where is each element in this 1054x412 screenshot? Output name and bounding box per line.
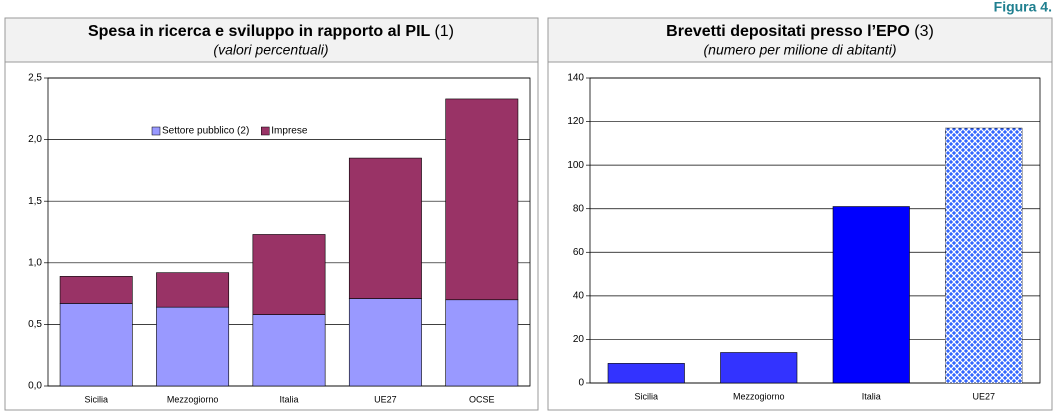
bar-pattern bbox=[945, 128, 1022, 383]
y-tick-label: 0,5 bbox=[28, 319, 42, 330]
y-tick-label: 40 bbox=[573, 290, 585, 301]
bar-segment bbox=[59, 303, 133, 387]
y-tick-label: 100 bbox=[567, 160, 584, 171]
x-tick-label: OCSE bbox=[469, 394, 495, 404]
x-tick-label: UE27 bbox=[374, 394, 397, 404]
x-tick-label: Mezzogiorno bbox=[167, 394, 219, 404]
bar-segment bbox=[348, 157, 422, 299]
title: Spesa in ricerca e sviluppo in rapporto … bbox=[88, 23, 431, 40]
bar-segment bbox=[156, 272, 230, 308]
y-tick-label: 20 bbox=[573, 334, 585, 345]
legend-label: Settore pubblico (2) bbox=[162, 126, 249, 137]
x-tick-label: UE27 bbox=[972, 391, 995, 401]
bar-segment bbox=[445, 98, 519, 301]
chart-title: Spesa in ricerca e sviluppo in rapporto … bbox=[88, 23, 454, 40]
figure-label: Figura 4. bbox=[994, 0, 1052, 15]
y-tick-label: 0,0 bbox=[28, 381, 42, 392]
chart-title: Brevetti depositati presso l’EPO (3) bbox=[666, 23, 934, 40]
legend-swatch bbox=[261, 126, 270, 136]
legend-swatch bbox=[151, 126, 161, 136]
y-tick-label: 80 bbox=[573, 203, 585, 214]
bar bbox=[832, 206, 910, 384]
y-tick-label: 1,5 bbox=[28, 196, 42, 207]
header-box bbox=[4, 17, 539, 63]
bar bbox=[720, 352, 798, 384]
y-tick-label: 0 bbox=[578, 378, 584, 389]
x-tick-label: Italia bbox=[279, 394, 298, 404]
header-box bbox=[547, 17, 1053, 63]
bar-segment bbox=[348, 298, 422, 387]
y-tick-label: 2,0 bbox=[28, 134, 42, 145]
x-tick-label: Sicilia bbox=[84, 394, 108, 404]
bar-segment bbox=[445, 299, 519, 387]
bar bbox=[607, 363, 685, 384]
x-tick-label: Sicilia bbox=[634, 391, 658, 401]
bar-segment bbox=[252, 314, 326, 387]
y-tick-label: 140 bbox=[567, 73, 584, 84]
x-tick-label: Italia bbox=[862, 391, 881, 401]
title-note: (1) bbox=[434, 23, 454, 40]
bar-segment bbox=[252, 234, 326, 315]
y-tick-label: 60 bbox=[573, 247, 585, 258]
y-tick-label: 2,5 bbox=[28, 73, 42, 84]
y-tick-label: 1,0 bbox=[28, 257, 42, 268]
title: Brevetti depositati presso l’EPO bbox=[666, 23, 910, 40]
chart-subtitle: (valori percentuali) bbox=[213, 42, 328, 58]
chart-subtitle: (numero per milione di abitanti) bbox=[704, 42, 897, 58]
bar-segment bbox=[59, 276, 133, 304]
bar-segment bbox=[156, 306, 230, 387]
legend-label: Imprese bbox=[271, 126, 308, 137]
x-tick-label: Mezzogiorno bbox=[733, 391, 785, 401]
title-note: (3) bbox=[914, 23, 934, 40]
y-tick-label: 120 bbox=[567, 116, 584, 127]
